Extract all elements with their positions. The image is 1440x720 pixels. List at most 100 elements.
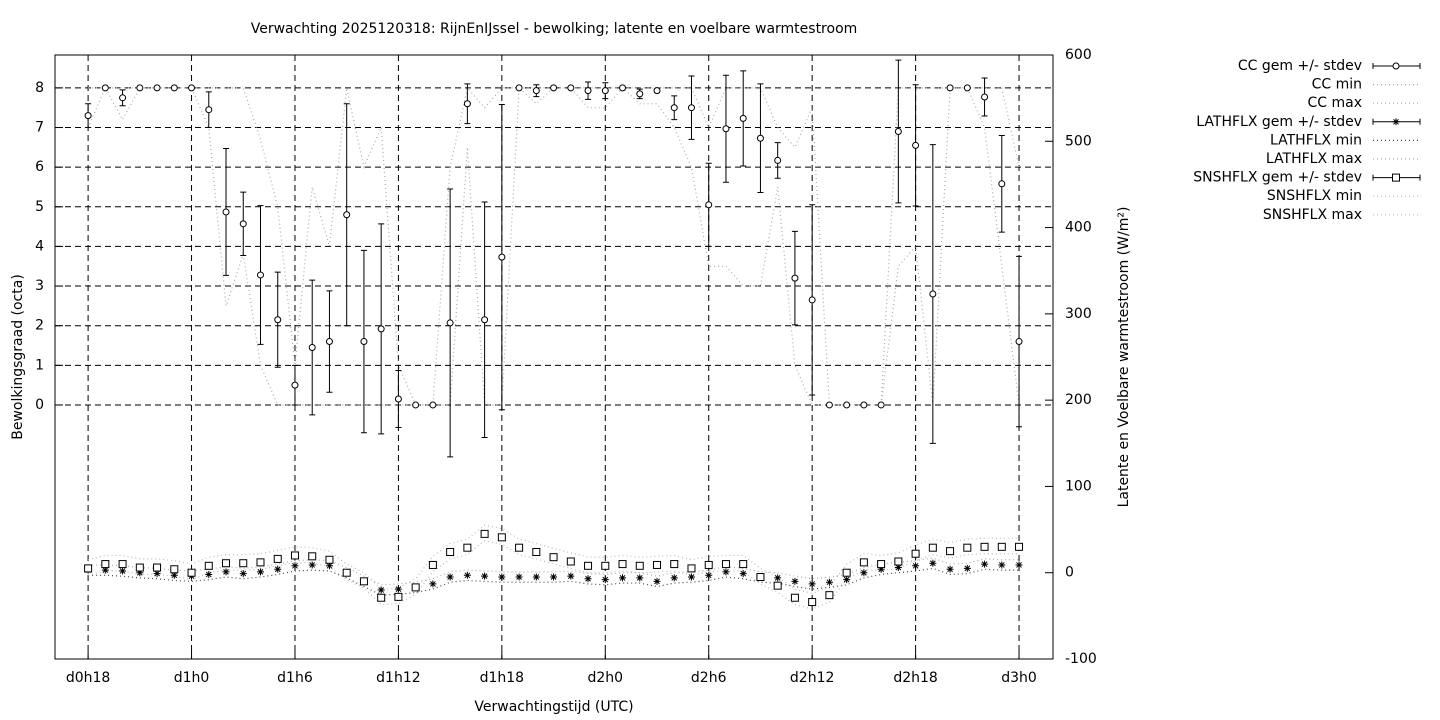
data-point [101,560,110,569]
data-point [756,134,764,142]
data-point [498,573,506,581]
data-point [205,570,213,578]
data-point [84,112,92,120]
data-point [567,84,575,92]
y-tick-label: 2 [35,318,44,334]
legend-marker [1392,62,1400,70]
data-point [498,253,506,261]
data-point [377,593,386,602]
data-point [187,568,196,577]
data-point [721,560,730,569]
data-point [446,548,455,557]
data-point [1015,338,1023,346]
y2-tick-label: 600 [1065,47,1092,63]
data-point [359,577,368,586]
x-tick-label: d1h0 [174,670,210,686]
data-point [774,156,782,164]
data-point [532,573,540,581]
data-point [256,568,264,576]
y-tick-label: 7 [35,120,44,136]
y-tick-label: 3 [35,278,44,294]
data-point [204,561,213,570]
data-point [532,548,541,557]
data-point [377,586,385,594]
data-point [618,560,627,569]
data-point [722,125,730,133]
y2-tick-label: 500 [1065,133,1092,149]
data-point [118,560,127,569]
data-point [84,564,93,573]
data-point [256,558,265,567]
y-tick-label: 6 [35,159,44,175]
data-point [343,211,351,219]
data-point [722,568,730,576]
data-point [446,573,454,581]
data-point [1015,542,1024,551]
data-point [119,94,127,102]
data-point [325,562,333,570]
data-point [670,560,679,569]
data-point [584,87,592,95]
data-point [273,554,282,563]
data-point [808,296,816,304]
data-point [790,593,799,602]
data-point [705,571,713,579]
data-point [411,583,420,592]
data-point [239,220,247,228]
data-point [653,560,662,569]
data-point [377,325,385,333]
y2-tick-label: 200 [1065,392,1092,408]
data-point [550,84,558,92]
chart-title: Verwachting 2025120318: RijnEnIJssel - b… [251,21,858,37]
data-point [877,565,885,573]
data-point [429,580,437,588]
data-point [290,551,299,560]
data-point [635,561,644,570]
data-point [153,563,162,572]
data-point [981,93,989,101]
data-point [584,575,592,583]
data-point [998,180,1006,188]
data-point [584,561,593,570]
data-point [463,543,472,552]
data-point [739,114,747,122]
data-point [291,562,299,570]
legend-label: CC gem +/- stdev [1238,58,1362,74]
data-point [928,543,937,552]
data-point [894,127,902,135]
data-point [170,84,178,92]
x-tick-label: d2h6 [691,670,727,686]
data-point [963,543,972,552]
data-point [601,87,609,95]
data-point [222,208,230,216]
y-tick-label: 5 [35,199,44,215]
data-point [619,574,627,582]
legend-marker [1392,173,1400,182]
data-point [515,84,523,92]
data-point [188,84,196,92]
data-point [205,106,213,114]
data-point [291,381,299,389]
data-point [687,564,696,573]
data-point [136,569,144,577]
data-point [222,559,231,568]
data-point [463,571,471,579]
data-point [274,565,282,573]
data-point [428,560,437,569]
data-point [463,100,471,108]
data-point [170,565,179,574]
data-point [446,319,454,327]
data-point [170,571,178,579]
data-point [946,547,955,556]
data-point [859,558,868,567]
data-point [601,576,609,584]
data-point [843,576,851,584]
data-point [412,401,420,409]
legend-label: SNSHFLX gem +/- stdev [1193,170,1362,186]
data-point [842,568,851,577]
legend-label: LATHFLX gem +/- stdev [1196,114,1362,130]
data-point [532,87,540,95]
data-point [308,343,316,351]
y-tick-label: 0 [35,397,44,413]
data-point [497,533,506,542]
